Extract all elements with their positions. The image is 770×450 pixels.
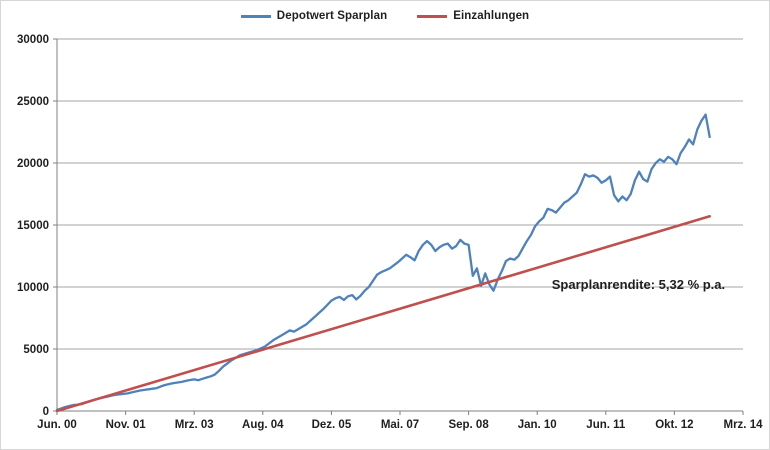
x-tick-label: Aug. 04 xyxy=(242,419,284,431)
y-axis: 0 5000 10000 15000 20000 25000 30000 xyxy=(17,34,57,418)
y-tick-label: 10000 xyxy=(17,282,49,294)
x-tick-label: Mai. 07 xyxy=(381,419,419,431)
legend-label-depotwert: Depotwert Sparplan xyxy=(276,10,388,22)
x-axis: Jun. 00 Nov. 01 Mrz. 03 Aug. 04 Dez. 05 Mai. … xyxy=(37,411,763,431)
legend: Depotwert Sparplan Einzahlungen xyxy=(1,10,769,22)
series-line-depotwert-sparplan xyxy=(55,113,711,411)
x-tick-label: Mrz. 03 xyxy=(175,419,214,431)
x-tick-label: Nov. 01 xyxy=(106,419,147,431)
legend-item-einzahlungen: Einzahlungen xyxy=(417,10,529,22)
red-line-swatch-icon xyxy=(417,14,448,18)
legend-label-einzahlungen: Einzahlungen xyxy=(453,10,530,22)
return-annotation: Sparplanrendite: 5,32 % p.a. xyxy=(551,277,726,293)
y-tick-label: 20000 xyxy=(17,158,49,170)
x-tick-label: Jan. 10 xyxy=(518,419,557,431)
x-tick-label: Sep. 08 xyxy=(448,419,489,431)
x-tick-label: Okt. 12 xyxy=(655,419,693,431)
x-tick-label: Jun. 11 xyxy=(586,419,626,431)
y-tick-label: 30000 xyxy=(17,34,49,46)
y-tick-label: 0 xyxy=(43,406,49,418)
legend-item-depotwert: Depotwert Sparplan xyxy=(240,10,388,22)
y-tick-label: 25000 xyxy=(17,96,49,108)
y-tick-label: 15000 xyxy=(17,220,49,232)
x-tick-label: Dez. 05 xyxy=(312,419,352,431)
blue-line-swatch-icon xyxy=(240,14,271,18)
series-line-einzahlungen xyxy=(55,215,712,413)
x-tick-label: Mrz. 14 xyxy=(724,419,764,431)
gridlines xyxy=(57,38,743,350)
x-tick-label: Jun. 00 xyxy=(37,419,77,431)
y-tick-label: 5000 xyxy=(23,344,49,356)
